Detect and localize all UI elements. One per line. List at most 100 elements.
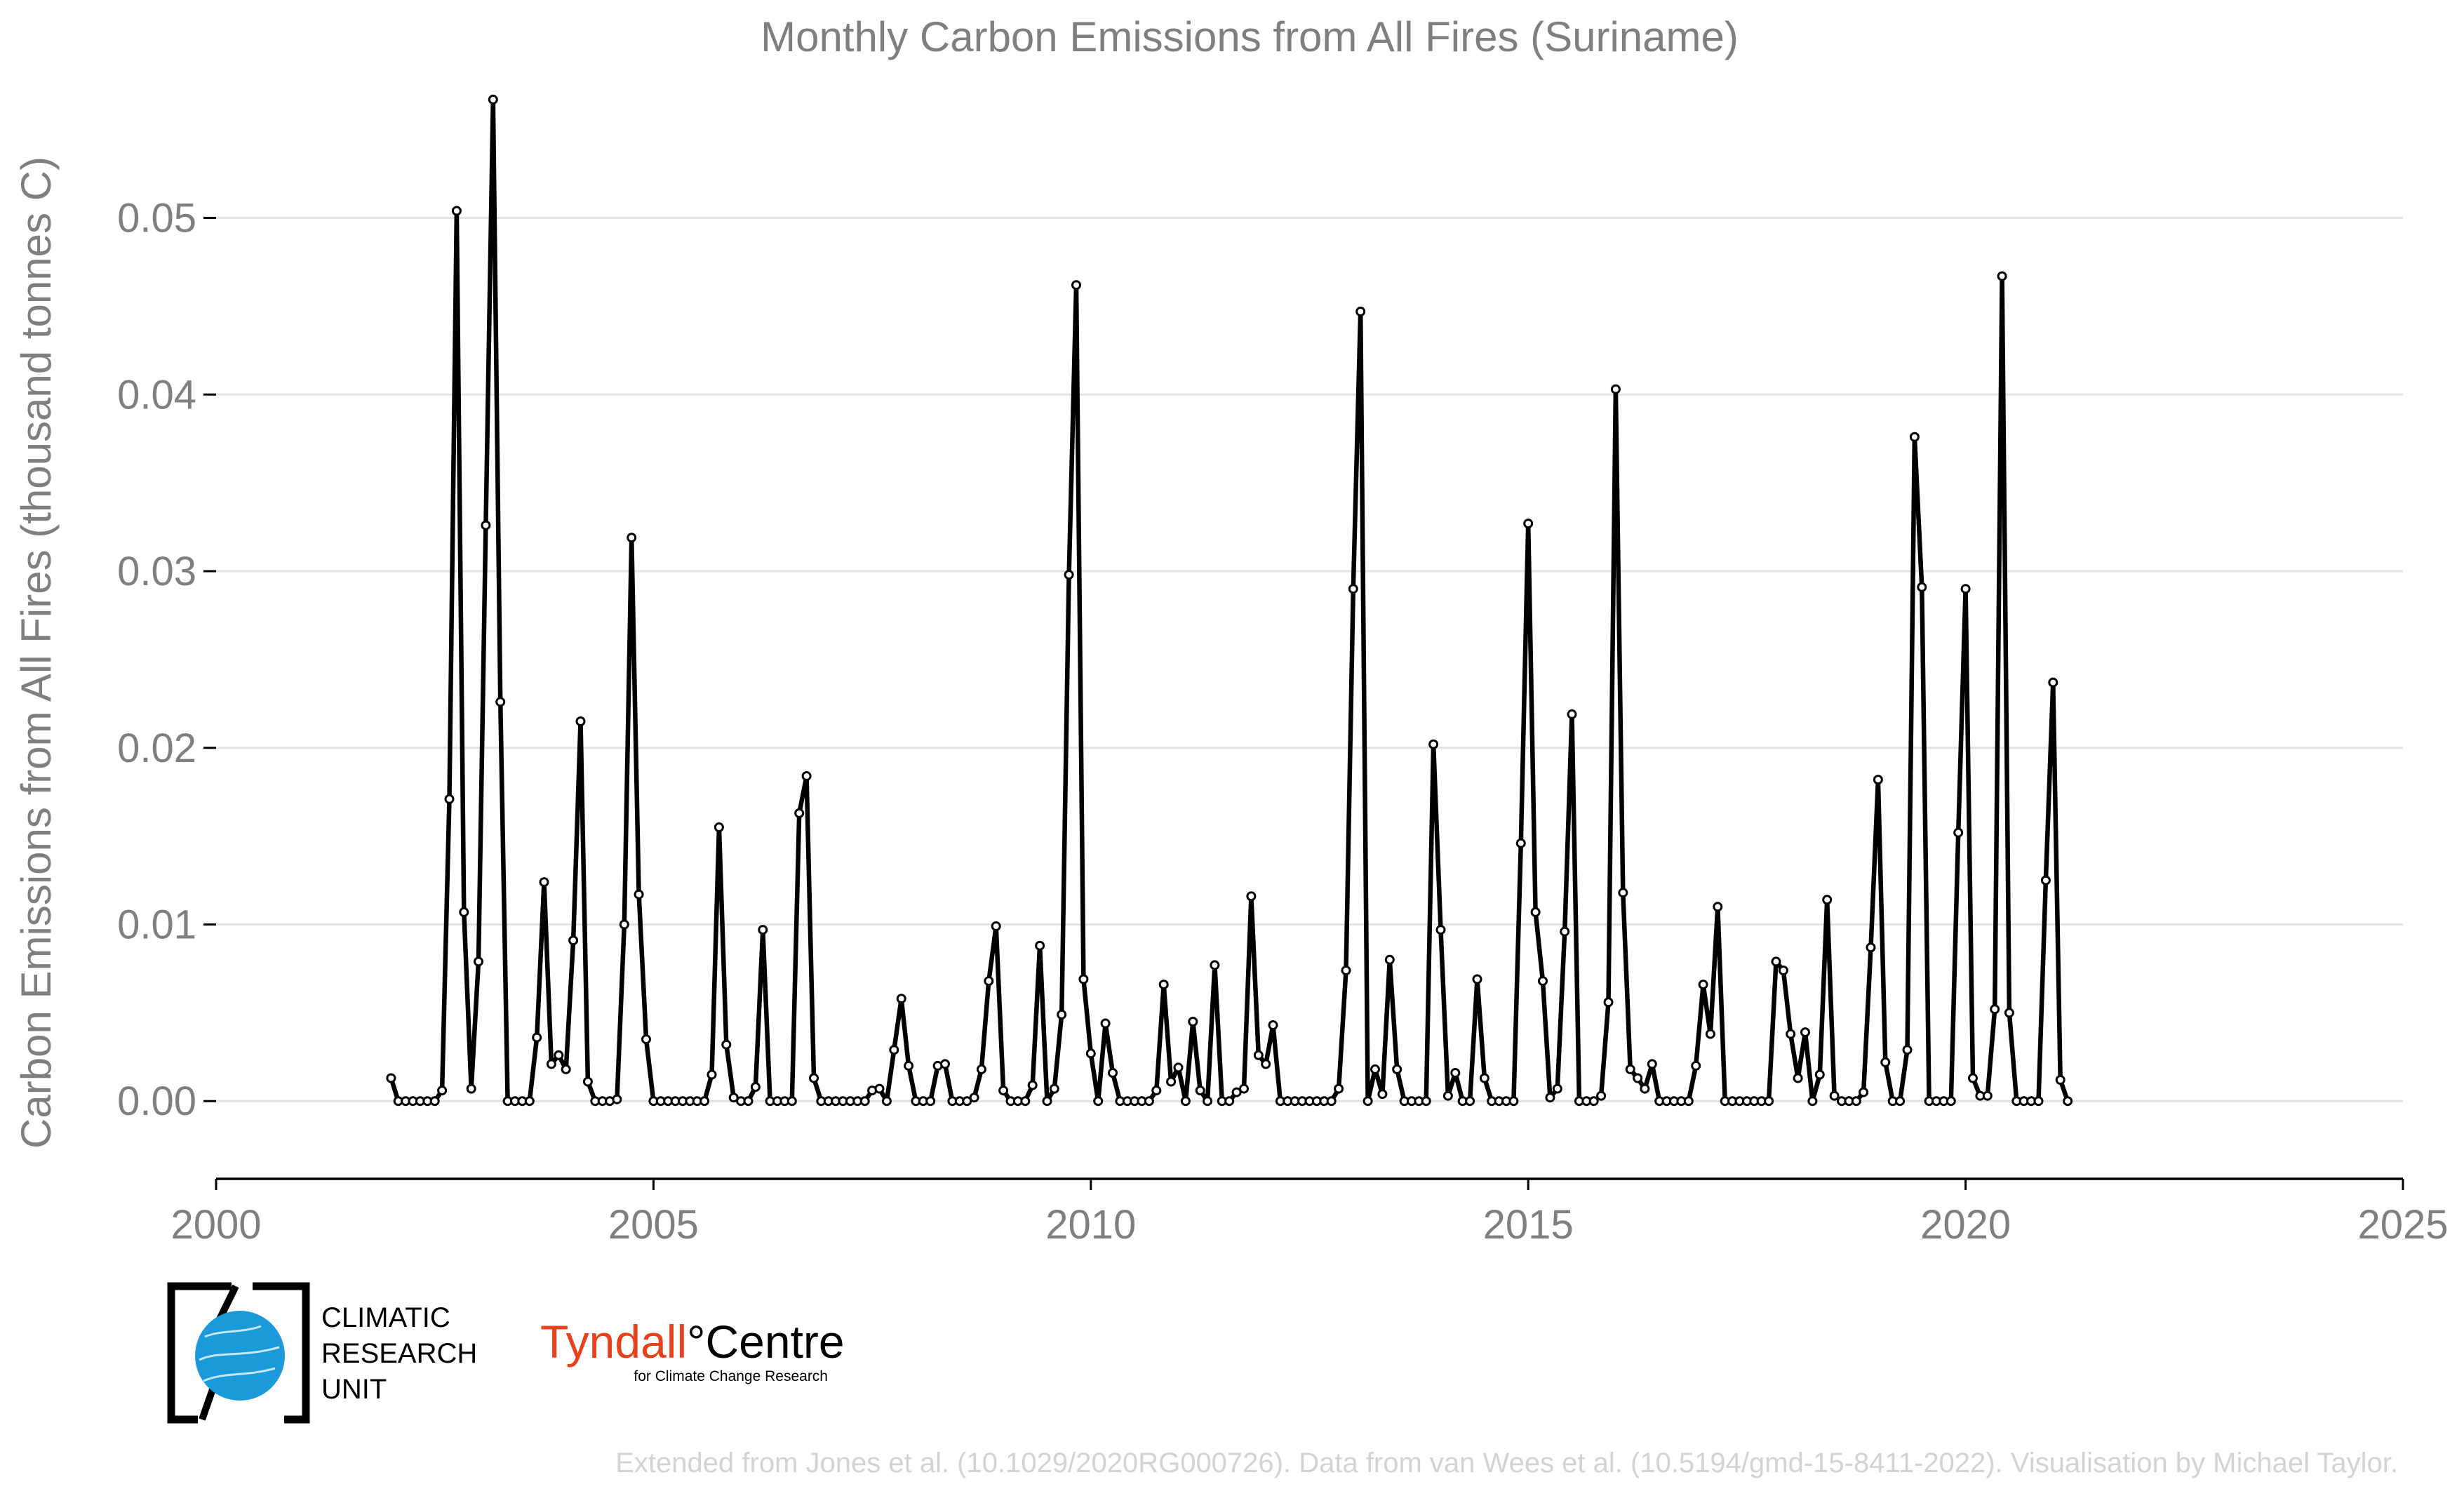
data-point: [1020, 1096, 1031, 1107]
data-point: [1108, 1068, 1118, 1078]
data-point: [1421, 1096, 1431, 1107]
data-point: [998, 1086, 1009, 1096]
data-point: [1027, 1080, 1038, 1090]
data-point: [495, 697, 506, 707]
data-point: [2004, 1008, 2014, 1018]
data-point: [386, 1073, 396, 1083]
data-point: [1203, 1096, 1212, 1107]
data-point: [474, 956, 483, 967]
data-point: [1567, 709, 1577, 719]
data-point: [984, 976, 994, 987]
x-tick-label: 2025: [2357, 1202, 2448, 1248]
data-point: [575, 716, 586, 726]
y-tick-label: 0.02: [117, 726, 196, 771]
data-point: [1085, 1048, 1096, 1059]
data-point: [1814, 1069, 1825, 1080]
data-point: [582, 1076, 593, 1087]
data-point: [1552, 1083, 1562, 1094]
x-tick-label: 2010: [1045, 1202, 1136, 1248]
data-point: [1173, 1062, 1184, 1073]
cru-left-bracket: [167, 1282, 232, 1424]
data-point: [1625, 1064, 1635, 1074]
data-point: [714, 822, 724, 832]
data-point: [794, 808, 805, 818]
data-point: [2033, 1096, 2044, 1107]
data-point: [1100, 1018, 1111, 1029]
data-point: [1771, 956, 1781, 967]
data-point: [925, 1096, 936, 1107]
data-point: [1261, 1059, 1271, 1069]
data-point: [1246, 891, 1257, 902]
data-point: [1859, 1087, 1869, 1097]
data-point: [459, 907, 469, 917]
data-point: [1705, 1029, 1715, 1039]
y-tick-label: 0.00: [117, 1078, 196, 1124]
data-point: [1560, 926, 1570, 937]
data-point: [627, 533, 637, 543]
data-point: [1326, 1096, 1337, 1107]
data-point: [991, 921, 1001, 931]
data-point: [2055, 1075, 2065, 1085]
data-point: [786, 1096, 797, 1107]
data-point: [1946, 1096, 1956, 1107]
data-point: [1909, 432, 1920, 442]
data-point: [1997, 271, 2007, 281]
data-point: [561, 1064, 571, 1074]
cru-right-bracket: [253, 1282, 310, 1424]
data-point: [481, 520, 491, 530]
data-point: [1442, 1090, 1453, 1101]
data-point: [1392, 1064, 1402, 1074]
x-axis-ticks: 2000 2005 2010 2015 2020 2025: [170, 1179, 2449, 1248]
data-point: [1691, 1060, 1701, 1071]
data-point: [1195, 1086, 1205, 1096]
data-point: [969, 1093, 979, 1103]
data-point: [1523, 519, 1534, 529]
y-axis-ticks: 0.00 0.01 0.02 0.03 0.04 0.05: [117, 196, 216, 1124]
data-point: [1596, 1090, 1607, 1101]
globe-lines-icon: [199, 1325, 280, 1382]
data-point: [896, 994, 906, 1004]
data-point: [801, 771, 812, 781]
data-point: [889, 1045, 899, 1055]
data-point: [1647, 1059, 1657, 1069]
cru-logo: CLIMATIC RESEARCH UNIT: [167, 1282, 477, 1424]
data-point: [444, 794, 455, 804]
data-point: [1917, 582, 1927, 592]
data-point: [1786, 1029, 1796, 1039]
data-point: [1829, 1090, 1840, 1101]
data-point: [809, 1073, 819, 1083]
data-point: [1807, 1096, 1818, 1107]
data-point: [1713, 902, 1723, 912]
data-point: [1428, 739, 1439, 749]
data-point: [743, 1096, 754, 1107]
data-point: [1968, 1073, 1978, 1083]
data-point: [1071, 280, 1081, 290]
data-point: [976, 1064, 986, 1074]
y-tick-label: 0.05: [117, 196, 196, 241]
data-point: [1851, 1096, 1861, 1107]
data-point: [1530, 907, 1541, 917]
data-point: [1538, 976, 1548, 987]
data-point: [1435, 925, 1446, 935]
data-point: [1384, 954, 1395, 965]
y-axis-label: Carbon Emissions from All Fires (thousan…: [13, 156, 60, 1149]
data-point: [539, 877, 549, 888]
data-point: [1822, 895, 1833, 905]
data-point: [1683, 1096, 1694, 1107]
gridlines: [216, 217, 2403, 1102]
data-point: [1610, 384, 1621, 394]
data-point: [641, 1034, 651, 1045]
cru-text-line1: CLIMATIC: [321, 1302, 450, 1333]
data-point: [612, 1094, 622, 1104]
data-point: [1778, 966, 1788, 975]
data-point: [532, 1032, 542, 1043]
data-point: [1049, 1083, 1059, 1094]
cru-slash-bottom: [199, 1388, 216, 1421]
data-point: [962, 1096, 972, 1107]
cru-text-line2: RESEARCH: [321, 1338, 477, 1369]
data-point: [881, 1096, 892, 1107]
data-point: [1144, 1096, 1154, 1107]
x-tick-label: 2000: [170, 1202, 261, 1248]
data-point: [1341, 966, 1351, 975]
